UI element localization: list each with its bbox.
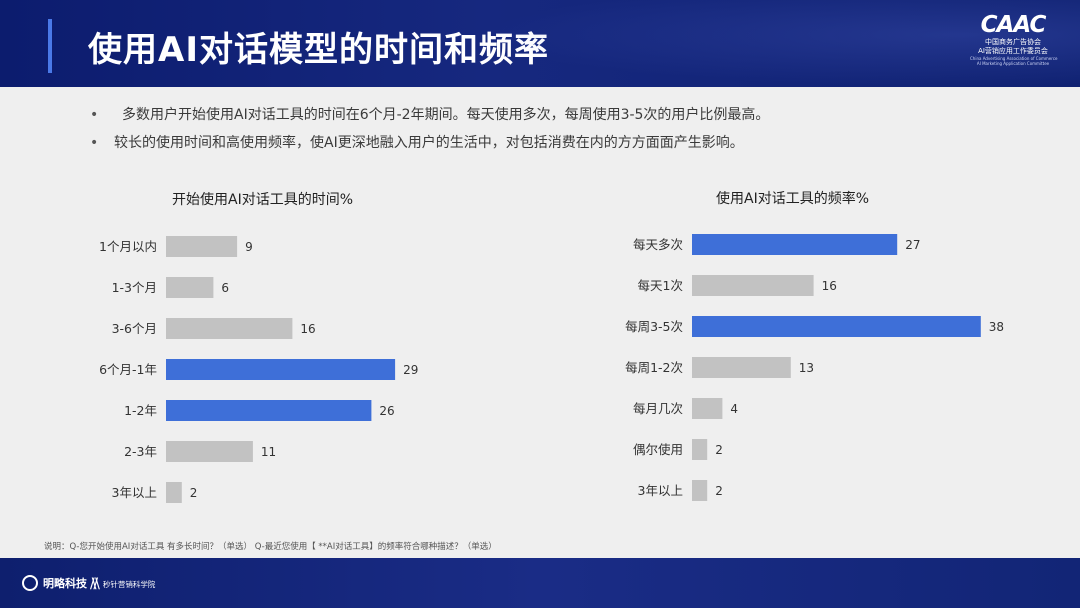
summary-bullets: • 多数用户开始使用AI对话工具的时间在6个月-2年期间。每天使用多次，每周使用… [90,102,992,158]
footer-brand-2: /\/\ 秒针营销科学院 [90,576,155,592]
category-label-1-4: 每月几次 [633,401,683,416]
footnote: 说明：Q-您开始使用AI对话工具 有多长时间？（单选） Q-最近您使用【 **A… [44,542,497,552]
chart-title-left: 开始使用AI对话工具的时间% [172,192,354,208]
logo-en-text-1: China Advertising Association of Commerc… [970,56,1058,61]
bar-1-3 [692,357,791,378]
value-label-1-2: 38 [989,320,1004,334]
bar-1-0 [692,234,898,255]
category-label-1-3: 每周1-2次 [625,360,683,375]
category-label-0-3: 6个月-1年 [99,362,157,377]
value-label-0-5: 11 [261,445,276,459]
value-label-0-3: 29 [403,363,418,377]
bar-0-5 [166,441,253,462]
bullet-item: • 较长的使用时间和高使用频率，使AI更深地融入用户的生活中，对包括消费在内的方… [90,130,992,158]
category-label-1-6: 3年以上 [638,483,683,498]
category-label-0-6: 3年以上 [112,485,157,500]
category-label-0-4: 1-2年 [124,403,157,418]
logo-en-text-2: AI Marketing Application Committee [976,61,1050,66]
value-label-0-2: 16 [300,322,315,336]
bar-0-0 [166,236,238,257]
bullet-item: • 多数用户开始使用AI对话工具的时间在6个月-2年期间。每天使用多次，每周使用… [90,102,992,130]
bar-0-2 [166,318,293,339]
miaozhen-logo-icon: /\/\ [90,576,100,592]
category-label-1-5: 偶尔使用 [633,442,683,457]
bullet-dot-icon: • [90,107,99,123]
mininglamp-logo-icon [22,575,38,591]
bar-0-3 [166,359,396,380]
chart-title-right: 使用AI对话工具的频率% [716,191,870,207]
bar-1-6 [692,480,708,501]
value-label-1-6: 2 [715,484,723,498]
bar-1-5 [692,439,708,460]
logo-main-text: CAAC [980,12,1047,38]
category-label-1-1: 每天1次 [638,278,683,293]
page-title: 使用AI对话模型的时间和频率 [88,30,549,70]
bullet-text: 多数用户开始使用AI对话工具的时间在6个月-2年期间。每天使用多次，每周使用3-… [122,107,770,123]
category-label-1-2: 每周3-5次 [625,319,683,334]
value-label-1-1: 16 [822,279,837,293]
footer-brand-1: 明略科技 [22,575,87,591]
value-label-0-4: 26 [379,404,394,418]
caac-logo: CAAC 中国商务广告协会 AI营销应用工作委员会 China Advertis… [970,12,1058,74]
category-label-0-5: 2-3年 [124,444,157,459]
value-label-1-5: 2 [715,443,723,457]
bar-1-4 [692,398,723,419]
header: 使用AI对话模型的时间和频率 CAAC 中国商务广告协会 AI营销应用工作委员会… [0,0,1080,87]
bar-1-2 [692,316,981,337]
footer: 明略科技 /\/\ 秒针营销科学院 [0,558,1080,608]
bar-1-1 [692,275,814,296]
footer-brand-1-name: 明略科技 [43,577,87,590]
value-label-0-6: 2 [190,486,198,500]
value-label-0-1: 6 [221,281,229,295]
bar-0-4 [166,400,372,421]
value-label-0-0: 9 [245,240,253,254]
bullet-text: 较长的使用时间和高使用频率，使AI更深地融入用户的生活中，对包括消费在内的方方面… [114,135,744,151]
bullet-dot-icon: • [90,135,99,151]
category-label-0-0: 1个月以内 [99,239,157,254]
bar-0-1 [166,277,214,298]
bar-0-6 [166,482,182,503]
value-label-1-3: 13 [799,361,814,375]
value-label-1-0: 27 [905,238,920,252]
category-label-0-2: 3-6个月 [112,321,157,336]
logo-sub-text-1: 中国商务广告协会 [985,38,1041,46]
category-label-1-0: 每天多次 [633,237,683,252]
footer-brand-2-name: 秒针营销科学院 [102,579,156,589]
title-accent-bar [48,19,52,73]
category-label-0-1: 1-3个月 [112,280,157,295]
logo-sub-text-2: AI营销应用工作委员会 [978,47,1048,55]
value-label-1-4: 4 [730,402,738,416]
